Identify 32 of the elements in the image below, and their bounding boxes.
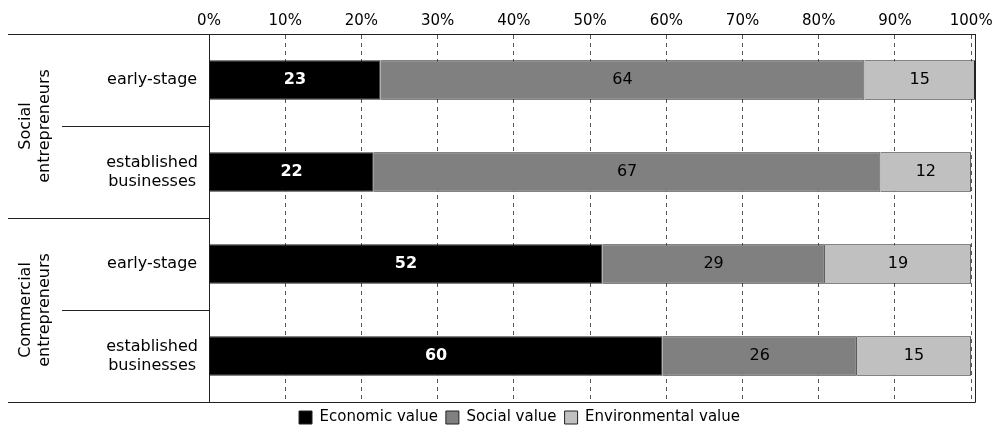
x-tick-label: 30% xyxy=(420,10,455,29)
x-tick-label: 10% xyxy=(268,10,302,29)
data-label: 15 xyxy=(909,69,930,89)
text: Commercial entrepreneurs xyxy=(14,253,53,367)
data-label: 52 xyxy=(394,253,418,273)
x-tick-label: 100% xyxy=(949,10,993,29)
x-tick-label: 50% xyxy=(573,10,607,29)
data-label: 22 xyxy=(280,161,303,181)
x-tick-label: 60% xyxy=(649,10,683,29)
data-label: 26 xyxy=(749,345,770,365)
x-tick-label: 80% xyxy=(802,10,836,29)
x-tick-label: 20% xyxy=(344,10,379,29)
legend-label: Social value xyxy=(466,407,557,426)
data-label: 67 xyxy=(616,161,638,181)
data-label: 64 xyxy=(612,69,633,89)
x-tick-label: 70% xyxy=(725,10,760,29)
legend-label: Economic value xyxy=(319,407,438,426)
y-tick-label: established businesses xyxy=(106,335,198,374)
x-tick-label: 90% xyxy=(878,10,912,29)
legend-label: Environmental value xyxy=(585,407,740,426)
text: Social entrepreneurs xyxy=(14,69,53,183)
x-tick-label: 40% xyxy=(497,10,531,29)
data-label: 12 xyxy=(915,161,937,181)
y-tick-label: early-stage xyxy=(107,253,198,273)
x-tick-label: 0% xyxy=(197,10,221,29)
y-tick-label: established businesses xyxy=(106,151,198,190)
data-label: 29 xyxy=(703,253,724,273)
data-label: 23 xyxy=(283,69,307,89)
data-label: 60 xyxy=(424,345,448,365)
data-label: 15 xyxy=(903,345,925,365)
data-label: 19 xyxy=(887,253,909,273)
y-tick-label: early-stage xyxy=(107,69,198,89)
